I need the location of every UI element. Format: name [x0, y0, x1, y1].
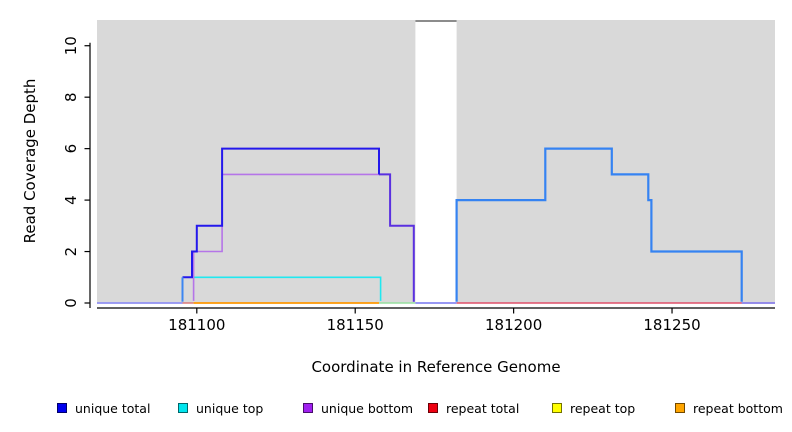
x-tick-label: 181150: [327, 316, 384, 334]
legend-item-unique-bottom: unique bottom: [303, 400, 413, 416]
legend-item-unique-top: unique top: [178, 400, 263, 416]
series-unique-total-left: [182, 147, 380, 279]
legend-item-repeat-top: repeat top: [552, 400, 635, 416]
x-tick-label: 181200: [485, 316, 542, 334]
repeat-top-swatch: [552, 403, 562, 413]
y-tick-label: 4: [62, 195, 80, 205]
x-tick-label: 181100: [168, 316, 225, 334]
y-axis-label: Read Coverage Depth: [21, 78, 39, 244]
x-axis-label: Coordinate in Reference Genome: [311, 358, 561, 376]
unique-top-swatch: [178, 403, 188, 413]
repeat-total-swatch: [428, 403, 438, 413]
unique-bottom-swatch: [303, 403, 313, 413]
y-tick-label: 2: [62, 247, 80, 257]
legend-label: unique top: [196, 400, 264, 416]
y-tick-label: 0: [62, 298, 80, 308]
legend-item-unique-total: unique total: [57, 400, 150, 416]
x-tick-label: 181250: [643, 316, 700, 334]
legend-label: repeat total: [446, 400, 520, 416]
legend-label: unique bottom: [321, 400, 414, 416]
repeat-bottom-swatch: [675, 403, 685, 413]
series-unique-bottom-total-blend: [379, 173, 415, 302]
legend-label: repeat bottom: [693, 400, 783, 416]
series-unique-bottom: [192, 173, 379, 301]
y-tick-label: 8: [62, 92, 80, 102]
legend-label: unique total: [75, 400, 151, 416]
unique-total-swatch: [57, 403, 67, 413]
y-tick-label: 10: [62, 36, 80, 55]
legend: unique total unique top unique bottom re…: [0, 400, 792, 420]
legend-item-repeat-bottom: repeat bottom: [675, 400, 783, 416]
y-tick-label: 6: [62, 144, 80, 154]
legend-label: repeat top: [570, 400, 636, 416]
series-unique-top: [193, 276, 382, 301]
plot-region-left-region: [97, 20, 416, 303]
plot-region-right-region: [456, 20, 775, 303]
legend-item-repeat-total: repeat total: [428, 400, 519, 416]
series-unique-total-right: [455, 147, 743, 302]
